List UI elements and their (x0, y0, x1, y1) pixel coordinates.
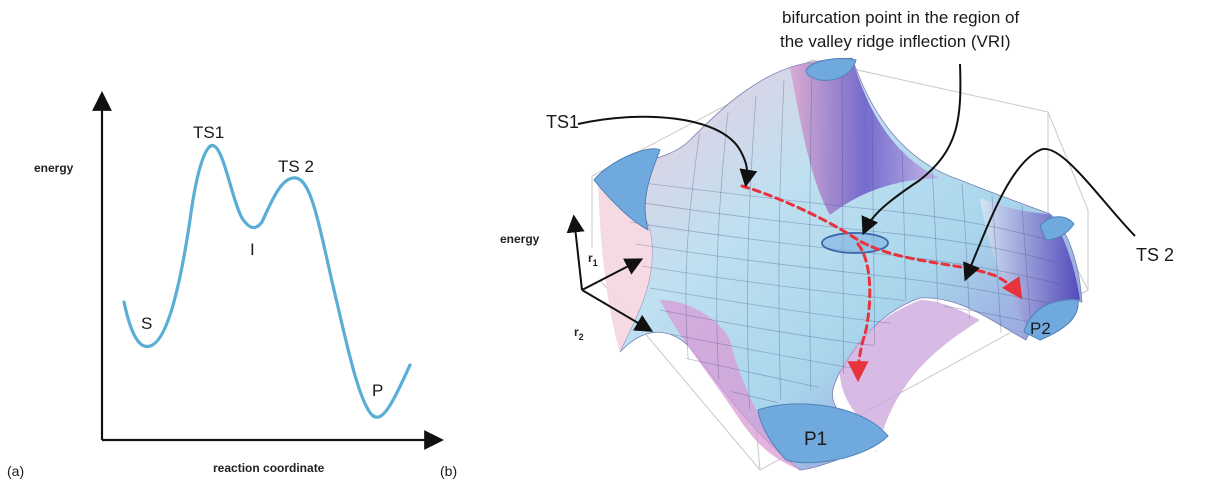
r1-axis-arrow (581, 258, 644, 291)
r2-axis-label: r2 (574, 325, 584, 342)
potential-energy-surface (593, 57, 1083, 471)
ts2-pointer (963, 147, 1136, 282)
ts1-cut-cap (593, 148, 661, 232)
path-to-p1 (847, 242, 872, 383)
panel-a-tag: (a) (7, 463, 24, 479)
point-label-s: S (141, 314, 152, 333)
point-label-p: P (372, 381, 383, 400)
energy-axis-arrow (566, 214, 585, 291)
top-cut-cap (805, 57, 857, 81)
path-to-p2 (740, 184, 1023, 300)
p2-label: P2 (1030, 319, 1051, 338)
axes-3d (566, 214, 654, 332)
p1-cut-cap (757, 403, 889, 464)
energy-axis-label: energy (500, 232, 540, 246)
point-label-ts1: TS1 (193, 123, 224, 142)
vri-annotation-line2: the valley ridge inflection (VRI) (780, 32, 1011, 51)
point-label-i: I (250, 240, 255, 259)
vri-pointer (861, 63, 962, 236)
y-axis-label: energy (34, 161, 74, 175)
energy-profile-curve (122, 143, 412, 419)
ts1-label: TS1 (546, 112, 579, 132)
ts1-pointer (577, 115, 758, 188)
r1-axis-label: r1 (588, 251, 598, 268)
point-label-ts2: TS 2 (278, 157, 314, 176)
ts2-label: TS 2 (1136, 245, 1174, 265)
r2-axis-arrow (581, 289, 654, 332)
p1-label: P1 (804, 429, 827, 450)
reaction-paths (740, 184, 1023, 383)
p2-cut-cap (1023, 299, 1079, 341)
panel-b-tag: (b) (440, 463, 457, 479)
x-axis-label: reaction coordinate (213, 461, 325, 475)
panel-b: bifurcation point in the region of the v… (440, 8, 1174, 479)
right-cut-cap (1039, 216, 1075, 241)
panel-a: energy reaction coordinate TS1 TS 2 I S … (7, 91, 444, 479)
vri-annotation-line1: bifurcation point in the region of (782, 8, 1019, 27)
